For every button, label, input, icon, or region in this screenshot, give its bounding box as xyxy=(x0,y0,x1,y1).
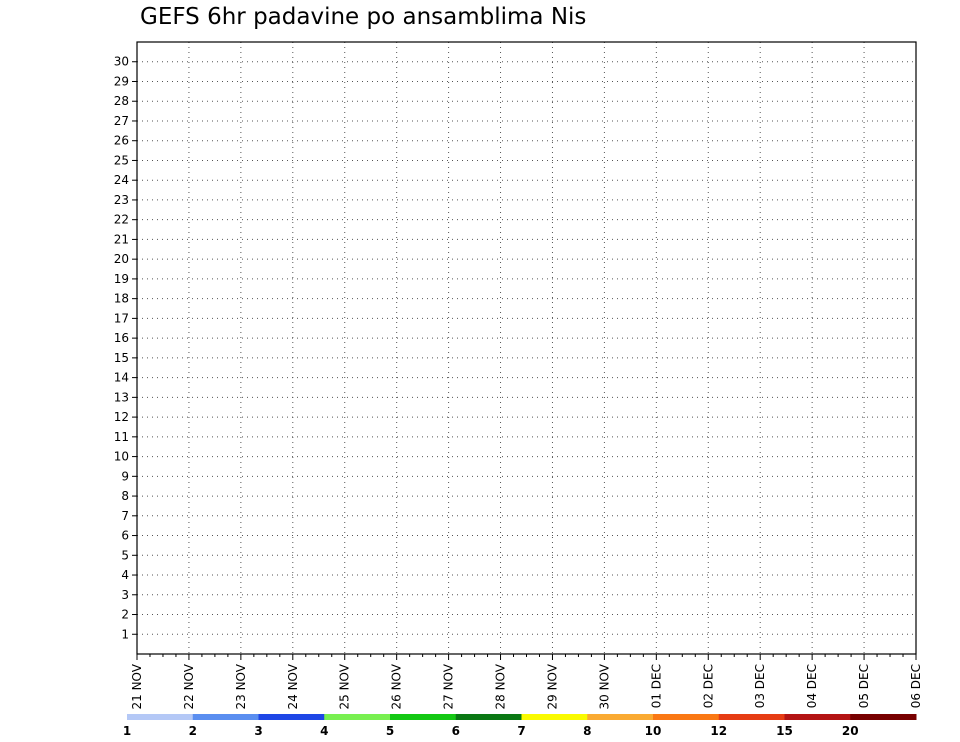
y-tick-label: 14 xyxy=(114,371,129,385)
chart-title: GEFS 6hr padavine po ansamblima Nis xyxy=(140,4,587,30)
plot-frame xyxy=(136,41,917,655)
legend-label: 8 xyxy=(583,724,591,738)
y-tick-label: 13 xyxy=(114,390,129,404)
y-tick-label: 19 xyxy=(114,272,129,286)
legend-label: 20 xyxy=(842,724,859,738)
legend-label: 12 xyxy=(710,724,727,738)
y-tick-label: 28 xyxy=(114,94,129,108)
x-tick-label: 27 NOV xyxy=(442,663,456,709)
legend-swatch xyxy=(718,714,785,720)
y-tick-label: 10 xyxy=(114,450,129,464)
legend-swatch xyxy=(850,714,917,720)
x-tick-label: 22 NOV xyxy=(182,663,196,709)
legend-label: 15 xyxy=(776,724,793,738)
y-tick-label: 3 xyxy=(121,588,129,602)
y-tick-label: 6 xyxy=(121,529,129,543)
y-tick-label: 20 xyxy=(114,252,129,266)
x-tick-label: 06 DEC xyxy=(909,664,923,708)
legend-swatch xyxy=(192,714,259,720)
x-tick-label: 03 DEC xyxy=(753,664,767,708)
y-tick-label: 15 xyxy=(114,351,129,365)
x-tick-label: 28 NOV xyxy=(494,663,508,709)
y-tick-label: 2 xyxy=(121,608,129,622)
y-tick-label: 30 xyxy=(114,55,129,69)
y-tick-label: 16 xyxy=(114,331,129,345)
legend-swatch xyxy=(127,714,194,720)
x-tick-label: 01 DEC xyxy=(649,664,663,708)
x-tick-label: 02 DEC xyxy=(701,664,715,708)
y-tick-label: 26 xyxy=(114,134,129,148)
y-tick-label: 11 xyxy=(114,430,129,444)
legend-swatch xyxy=(455,714,522,720)
y-tick-label: 24 xyxy=(114,173,129,187)
y-tick-label: 25 xyxy=(114,153,129,167)
legend-swatch xyxy=(587,714,654,720)
y-tick-label: 4 xyxy=(121,568,129,582)
y-tick-label: 9 xyxy=(121,469,129,483)
x-tick-label: 25 NOV xyxy=(338,663,352,709)
legend-label: 1 xyxy=(123,724,131,738)
x-tick-label: 04 DEC xyxy=(805,664,819,708)
x-tick-label: 21 NOV xyxy=(130,663,144,709)
y-tick-label: 22 xyxy=(114,213,129,227)
legend-label: 5 xyxy=(386,724,394,738)
y-tick-label: 18 xyxy=(114,292,129,306)
legend-swatch xyxy=(521,714,588,720)
y-tick-label: 27 xyxy=(114,114,129,128)
legend-label: 10 xyxy=(645,724,662,738)
x-tick-label: 26 NOV xyxy=(390,663,404,709)
y-tick-label: 23 xyxy=(114,193,129,207)
legend-label: 4 xyxy=(320,724,328,738)
legend-label: 3 xyxy=(254,724,262,738)
y-tick-label: 8 xyxy=(121,489,129,503)
legend-label: 7 xyxy=(517,724,525,738)
legend-label: 6 xyxy=(452,724,460,738)
legend-swatch xyxy=(390,714,457,720)
legend-swatch xyxy=(784,714,851,720)
legend-swatch xyxy=(653,714,720,720)
y-tick-label: 5 xyxy=(121,548,129,562)
y-tick-label: 7 xyxy=(121,509,129,523)
legend-swatch xyxy=(324,714,391,720)
legend-label: 2 xyxy=(189,724,197,738)
x-tick-label: 24 NOV xyxy=(286,663,300,709)
x-tick-label: 05 DEC xyxy=(857,664,871,708)
y-tick-label: 1 xyxy=(121,627,129,641)
x-tick-label: 30 NOV xyxy=(597,663,611,709)
x-tick-label: 23 NOV xyxy=(234,663,248,709)
y-tick-label: 21 xyxy=(114,232,129,246)
y-tick-label: 17 xyxy=(114,311,129,325)
y-tick-label: 12 xyxy=(114,410,129,424)
y-tick-label: 29 xyxy=(114,74,129,88)
legend-swatch xyxy=(258,714,325,720)
x-tick-label: 29 NOV xyxy=(545,663,559,709)
